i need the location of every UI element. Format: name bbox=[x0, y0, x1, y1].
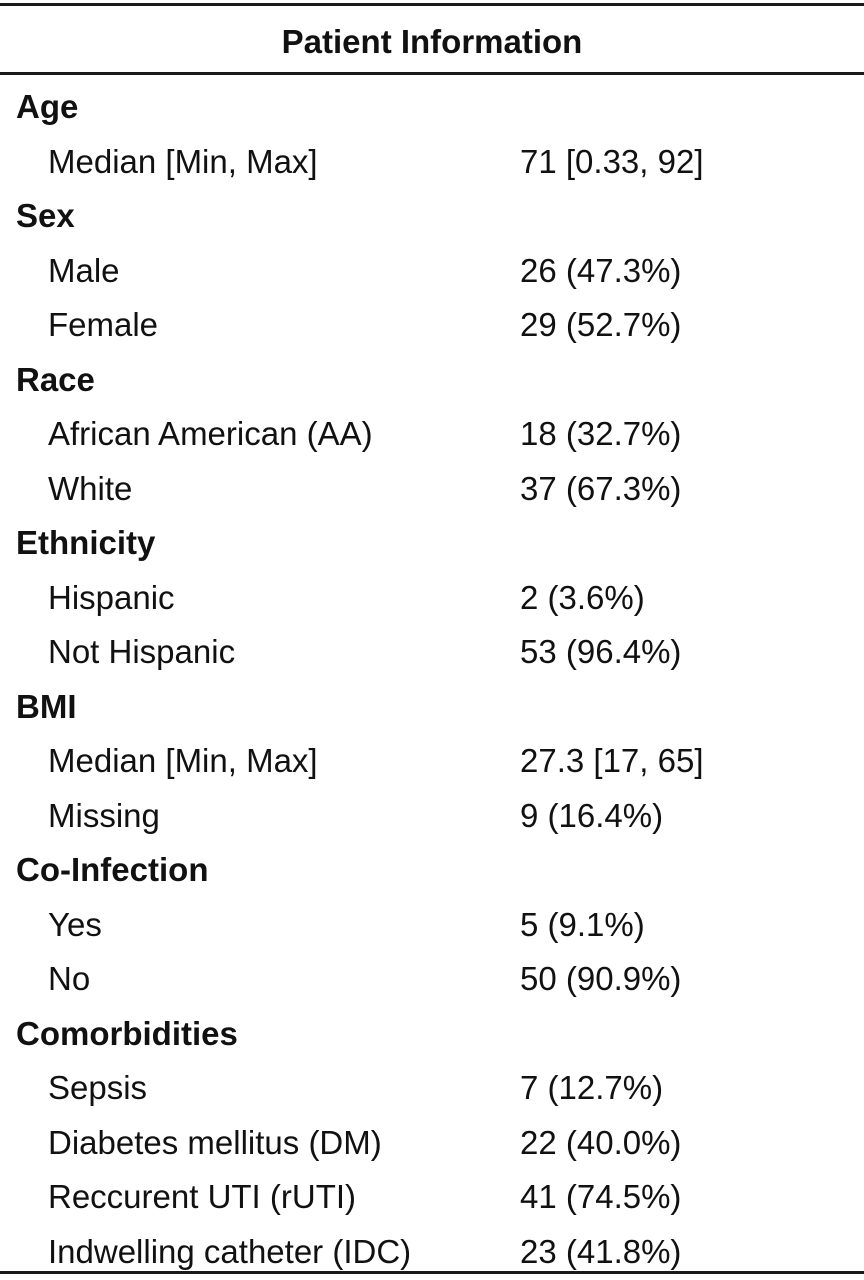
row-value: 53 (96.4%) bbox=[520, 633, 682, 670]
table-row: White 37 (67.3%) bbox=[0, 462, 864, 517]
row-value: 23 (41.8%) bbox=[520, 1232, 682, 1270]
category-label: Sex bbox=[16, 197, 75, 234]
row-label: White bbox=[48, 469, 133, 507]
row-label: Indwelling catheter (IDC) bbox=[48, 1232, 412, 1270]
category-label: Co-Infection bbox=[16, 851, 209, 888]
row-value: 2 (3.6%) bbox=[520, 578, 645, 616]
category-label: Race bbox=[16, 360, 95, 398]
row-value: 18 (32.7%) bbox=[520, 415, 682, 452]
table-row: Not Hispanic 53 (96.4%) bbox=[0, 625, 864, 680]
category-label: Comorbidities bbox=[16, 1014, 238, 1052]
category-label: BMI bbox=[16, 687, 77, 725]
row-value: 7 (12.7%) bbox=[520, 1069, 664, 1106]
row-value: 50 (90.9%) bbox=[520, 960, 682, 997]
row-value: 9 (16.4%) bbox=[520, 796, 664, 834]
category-label: Age bbox=[16, 88, 79, 125]
header-rule bbox=[0, 72, 864, 75]
row-value: 26 (47.3%) bbox=[520, 251, 682, 289]
category-row: Sex bbox=[0, 189, 864, 244]
row-label: Reccurent UTI (rUTI) bbox=[48, 1178, 357, 1215]
table-row: No 50 (90.9%) bbox=[0, 952, 864, 1007]
table-row: African American (AA) 18 (32.7%) bbox=[0, 407, 864, 462]
category-row: Comorbidities bbox=[0, 1007, 864, 1062]
category-label: Ethnicity bbox=[16, 524, 156, 561]
table-row: Diabetes mellitus (DM) 22 (40.0%) bbox=[0, 1116, 864, 1171]
row-value: 29 (52.7%) bbox=[520, 306, 682, 343]
table-row: Male 26 (47.3%) bbox=[0, 244, 864, 299]
row-label: Female bbox=[48, 306, 159, 343]
category-row: BMI bbox=[0, 680, 864, 735]
row-value: 22 (40.0%) bbox=[520, 1123, 682, 1161]
table-row: Reccurent UTI (rUTI) 41 (74.5%) bbox=[0, 1170, 864, 1225]
table-row: Female 29 (52.7%) bbox=[0, 298, 864, 353]
row-value: 71 [0.33, 92] bbox=[520, 142, 704, 180]
table-row: Sepsis 7 (12.7%) bbox=[0, 1061, 864, 1116]
table-row: Missing 9 (16.4%) bbox=[0, 789, 864, 844]
row-label: Yes bbox=[48, 905, 102, 943]
row-label: Median [Min, Max] bbox=[48, 142, 318, 180]
row-value: 37 (67.3%) bbox=[520, 469, 682, 507]
category-row: Ethnicity bbox=[0, 516, 864, 571]
row-label: Sepsis bbox=[48, 1069, 148, 1106]
row-label: Median [Min, Max] bbox=[48, 742, 318, 779]
row-label: African American (AA) bbox=[48, 415, 373, 452]
category-row: Age bbox=[0, 80, 864, 135]
row-value: 27.3 [17, 65] bbox=[520, 742, 704, 779]
category-row: Race bbox=[0, 353, 864, 408]
top-rule bbox=[0, 3, 864, 6]
row-value: 5 (9.1%) bbox=[520, 905, 645, 943]
table-row: Yes 5 (9.1%) bbox=[0, 898, 864, 953]
table-title: Patient Information bbox=[281, 23, 583, 60]
row-label: Hispanic bbox=[48, 578, 175, 616]
bottom-rule bbox=[0, 1271, 864, 1274]
table-body: Age Median [Min, Max] 71 [0.33, 92] Sex Male… bbox=[0, 80, 864, 1279]
row-label: Diabetes mellitus (DM) bbox=[48, 1123, 382, 1161]
table-row: Median [Min, Max] 71 [0.33, 92] bbox=[0, 135, 864, 190]
row-label: Not Hispanic bbox=[48, 633, 236, 670]
table-row: Indwelling catheter (IDC) 23 (41.8%) bbox=[0, 1225, 864, 1280]
table-row: Median [Min, Max] 27.3 [17, 65] bbox=[0, 734, 864, 789]
row-label: No bbox=[48, 960, 91, 997]
row-label: Missing bbox=[48, 796, 160, 834]
category-row: Co-Infection bbox=[0, 843, 864, 898]
row-label: Male bbox=[48, 251, 120, 289]
table-row: Hispanic 2 (3.6%) bbox=[0, 571, 864, 626]
row-value: 41 (74.5%) bbox=[520, 1178, 682, 1215]
